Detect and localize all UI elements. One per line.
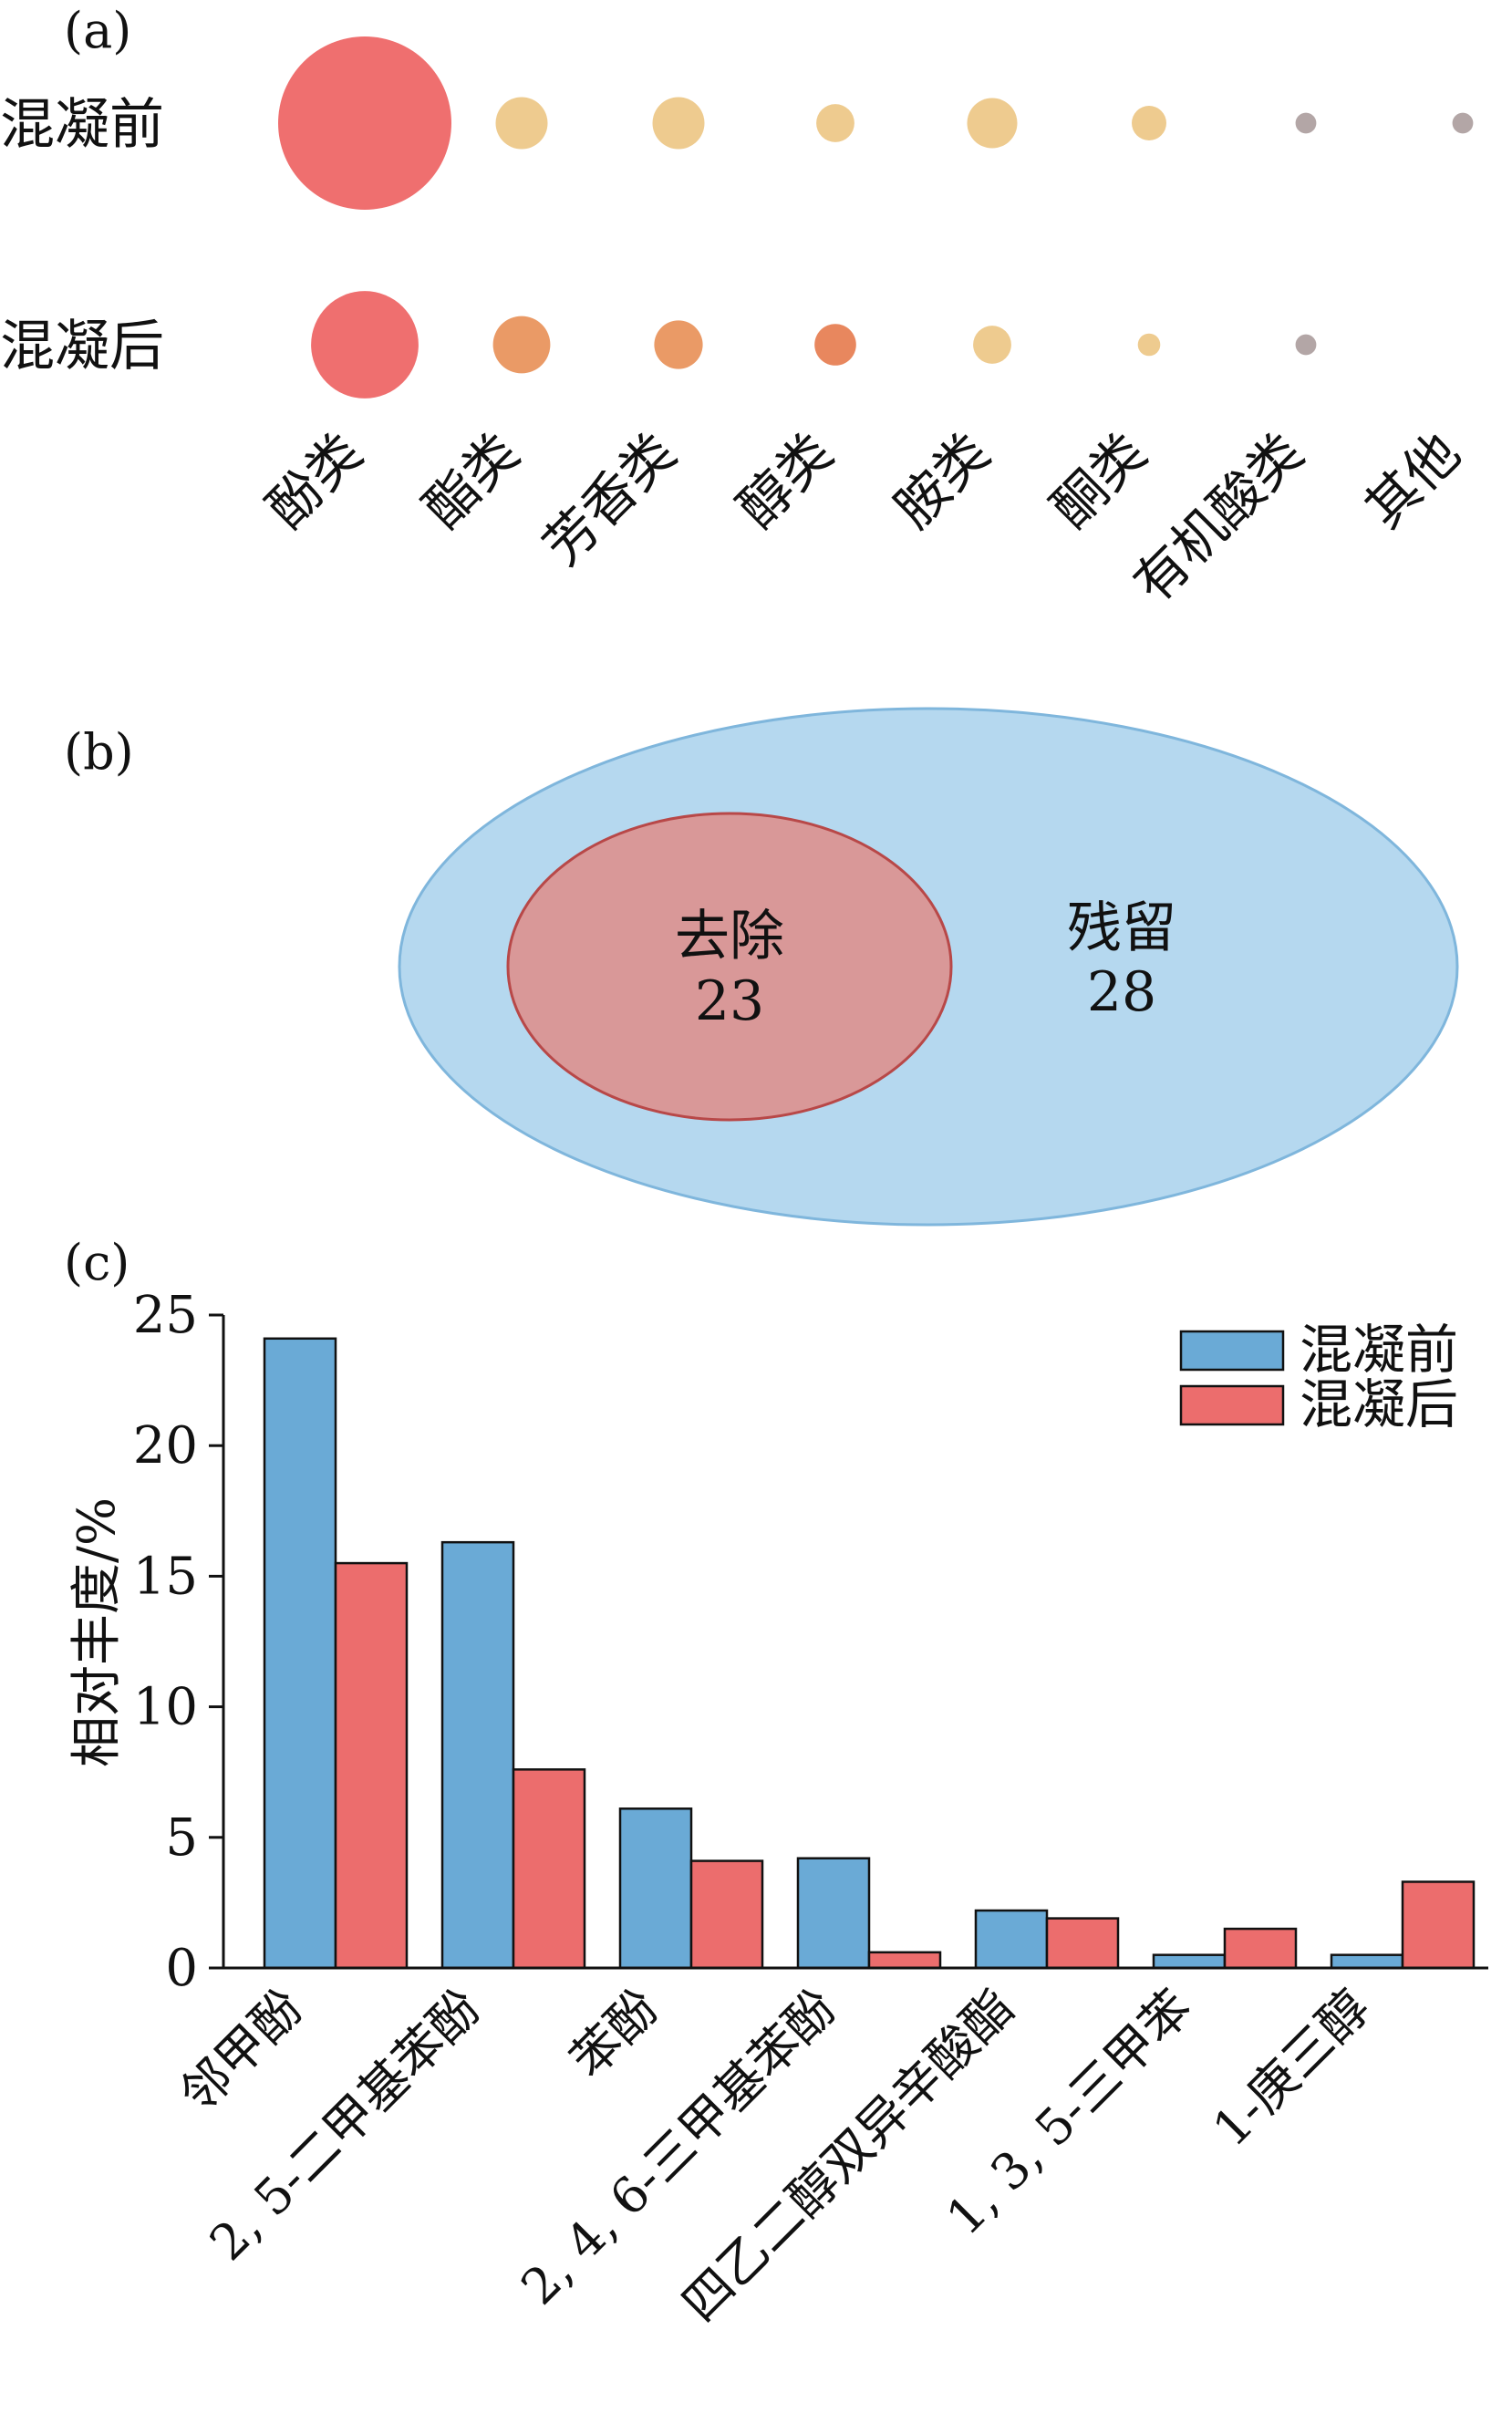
y-axis-ticks: 0 5 10 15 20 25 [133, 1286, 223, 1998]
category-label: 醇类 [726, 421, 844, 540]
bubble [492, 316, 551, 374]
residual-label: 残留 [1067, 896, 1176, 960]
y-tick-label: 15 [133, 1547, 198, 1606]
row-label-before: 混凝前 [0, 93, 164, 157]
bubble [1295, 112, 1317, 134]
legend: 混凝前 混凝后 [1179, 1319, 1458, 1435]
category-label: 其他 [1353, 421, 1472, 540]
y-tick-label: 25 [133, 1286, 198, 1345]
panel-c-label: (c) [64, 1234, 129, 1291]
category-label: 胺类 [883, 421, 1001, 540]
legend-swatch-before [1179, 1330, 1285, 1372]
bar-after [1401, 1880, 1476, 1970]
removed-label: 去除 [675, 905, 784, 968]
bar-after [512, 1768, 586, 1970]
bar-before [440, 1540, 515, 1970]
category-label: 有机酸类 [1122, 421, 1315, 615]
bar-after [1045, 1917, 1120, 1970]
y-tick-label: 0 [165, 1939, 198, 1998]
bar-before [796, 1857, 871, 1970]
legend-swatch-after [1179, 1384, 1285, 1426]
bubble [816, 104, 854, 142]
bubble [654, 320, 703, 369]
bar-after [867, 1951, 942, 1970]
panel-b-venn: (b) 去除 23 残留 28 [64, 707, 1459, 1227]
x-axis-labels: 邻甲酚 2, 5-二甲基苯酚 苯酚 2, 4, 6-三甲基苯酚 四乙二醇双异辛酸… [169, 1979, 1381, 2333]
x-tick-label: 邻甲酚 [169, 1979, 314, 2124]
bar-before [1330, 1953, 1404, 1970]
x-tick-label: 苯酚 [559, 1979, 669, 2089]
bar-after [1223, 1927, 1298, 1970]
category-labels: 酚类 酯类 芳香类 醇类 胺类 酮类 有机酸类 其他 [255, 421, 1472, 615]
bar-before [1152, 1953, 1227, 1970]
bubble [1137, 333, 1161, 357]
panel-a-bubble-chart: (a) 混凝前 混凝后 酚类 酯类 芳香类 醇类 胺类 酮类 有机酸类 其他 [0, 2, 1474, 615]
y-tick-label: 5 [165, 1808, 198, 1868]
x-tick-label: 1-庚三醇 [1202, 1979, 1381, 2158]
y-tick-label: 10 [133, 1678, 198, 1737]
bubble [814, 324, 856, 366]
bubble [311, 291, 419, 399]
bubble [1132, 106, 1166, 140]
x-tick-label: 四乙二醇双异辛酸酯 [671, 1979, 1025, 2333]
bubble [495, 97, 548, 150]
bar-before [263, 1337, 337, 1970]
category-label: 芳香类 [532, 421, 688, 577]
bubble [1295, 334, 1317, 356]
y-tick-label: 20 [133, 1416, 198, 1476]
bar-after [334, 1561, 409, 1970]
panel-b-label: (b) [64, 723, 134, 781]
y-axis-label: 相对丰度/% [67, 1497, 127, 1767]
bubble [652, 97, 705, 150]
bar-before [618, 1807, 693, 1970]
panel-a-label: (a) [64, 2, 131, 59]
bubble [973, 326, 1011, 364]
bubble-group [278, 36, 1474, 399]
bar-group [263, 1337, 1476, 1970]
removed-value: 23 [695, 969, 764, 1033]
bar-after [689, 1859, 764, 1970]
legend-label-before: 混凝前 [1300, 1319, 1458, 1381]
panel-c-bar-chart: (c) 相对丰度/% 0 5 10 15 20 25 邻甲酚 2, 5-二甲基苯酚 苯酚 … [64, 1234, 1488, 2333]
category-label: 酯类 [412, 421, 531, 540]
bubble [278, 36, 451, 210]
bar-before [974, 1909, 1049, 1970]
x-tick-label: 2, 4, 6-三甲基苯酚 [510, 1979, 847, 2316]
bubble [967, 98, 1018, 149]
category-label: 酮类 [1040, 421, 1158, 540]
residual-value: 28 [1087, 960, 1156, 1024]
removed-ellipse [506, 812, 953, 1122]
row-label-after: 混凝后 [0, 315, 164, 378]
legend-label-after: 混凝后 [1300, 1373, 1458, 1435]
bubble [1452, 112, 1474, 134]
category-label: 酚类 [255, 421, 374, 540]
